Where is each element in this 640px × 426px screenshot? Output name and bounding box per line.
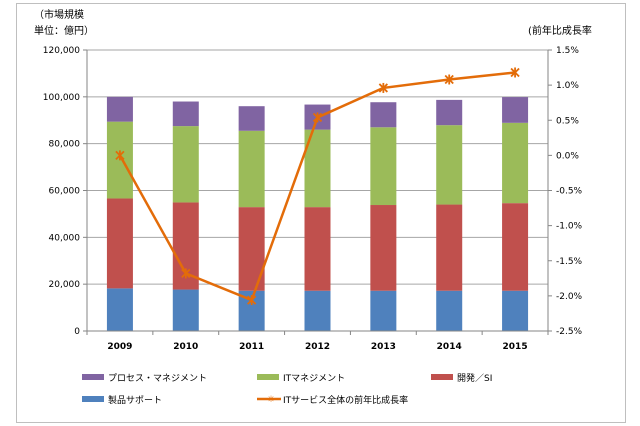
- bar-segment: [172, 101, 199, 127]
- bar-segment: [304, 207, 331, 291]
- x-tick-label: 2010: [173, 342, 198, 352]
- x-tick-label: 2015: [503, 342, 528, 352]
- bar-segment: [502, 290, 529, 331]
- bar-segment: [106, 198, 133, 289]
- bar-segment: [436, 125, 463, 205]
- chart-frame: [16, 3, 626, 423]
- bar-segment: [370, 205, 397, 291]
- growth-rate-marker: [115, 150, 125, 161]
- legend-label: ITマネジメント: [283, 373, 345, 384]
- legend-swatch: [257, 374, 279, 380]
- right-tick-label: -2.0%: [556, 292, 583, 302]
- bar-segment: [502, 97, 529, 123]
- right-tick-label: -2.5%: [556, 327, 583, 337]
- left-tick-label: 120,000: [43, 46, 80, 56]
- bar-segment: [502, 203, 529, 291]
- growth-rate-marker: [510, 67, 520, 78]
- bar-segment: [436, 204, 463, 291]
- bar-segment: [436, 99, 463, 126]
- legend-marker-icon: ✳: [267, 395, 275, 405]
- growth-rate-marker: [312, 112, 323, 123]
- x-tick-label: 2013: [371, 342, 396, 352]
- right-axis-label: (前年比成長率: [528, 26, 592, 37]
- right-tick-label: -1.5%: [556, 257, 583, 267]
- left-axis-label-line2: 単位：億円）: [34, 26, 94, 37]
- bar-segment: [304, 290, 331, 331]
- left-tick-label: 100,000: [43, 93, 80, 103]
- bar-segment: [370, 127, 397, 206]
- bar-segment: [436, 290, 463, 331]
- left-tick-label: 20,000: [49, 280, 81, 290]
- x-tick-label: 2009: [107, 342, 132, 352]
- bar-segment: [370, 102, 397, 128]
- bar-segment: [238, 130, 265, 208]
- left-tick-label: 80,000: [49, 140, 81, 150]
- left-tick-label: 60,000: [49, 187, 81, 197]
- legend-swatch: [431, 374, 453, 380]
- right-tick-label: 0.0%: [556, 151, 579, 161]
- bar-segment: [106, 288, 133, 331]
- legend-swatch: [82, 374, 104, 380]
- bar-segment: [172, 126, 199, 203]
- right-tick-label: -1.0%: [556, 222, 583, 232]
- x-tick-label: 2011: [239, 342, 264, 352]
- x-tick-label: 2014: [437, 342, 462, 352]
- growth-rate-marker: [378, 82, 388, 93]
- legend-label: 製品サポート: [108, 394, 162, 406]
- legend-label: ITサービス全体の前年比成長率: [283, 394, 408, 406]
- left-tick-label: 40,000: [49, 233, 81, 243]
- legend-label: プロセス・マネジメント: [108, 373, 207, 384]
- right-tick-label: 0.5%: [556, 116, 579, 126]
- bar-segment: [106, 96, 133, 122]
- legend-label: 開発／SI: [457, 372, 492, 384]
- bar-segment: [238, 106, 265, 131]
- growth-rate-marker: [444, 74, 454, 85]
- bar-segment: [172, 289, 199, 331]
- growth-rate-marker: [181, 268, 191, 279]
- legend-swatch: [82, 396, 104, 402]
- bar-segment: [370, 290, 397, 331]
- x-tick-label: 2012: [305, 342, 330, 352]
- bar-segment: [502, 122, 529, 204]
- growth-rate-marker: [247, 295, 257, 306]
- left-axis-label-line1: （市場規模: [34, 10, 84, 21]
- right-tick-label: -0.5%: [556, 187, 583, 197]
- right-tick-label: 1.5%: [556, 46, 579, 56]
- left-tick-label: 0: [74, 327, 80, 337]
- right-tick-label: 1.0%: [556, 81, 579, 91]
